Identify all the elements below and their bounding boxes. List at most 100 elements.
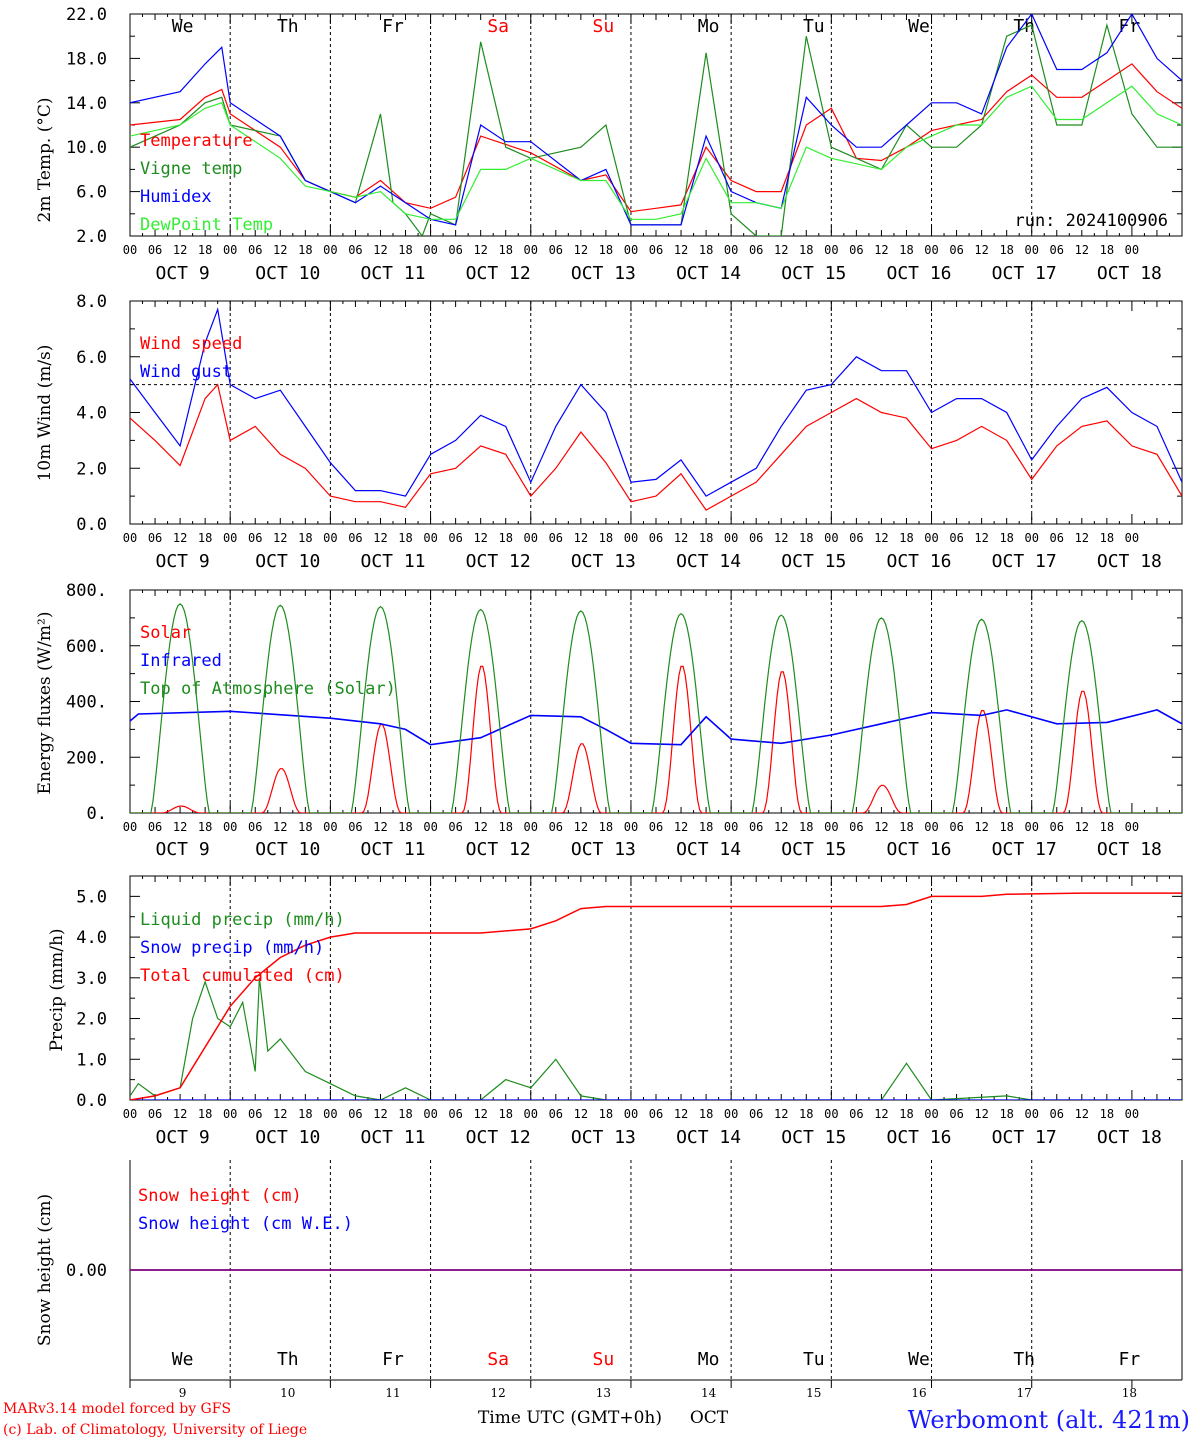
- date-label: OCT 10: [255, 263, 320, 284]
- date-label: OCT 15: [781, 551, 846, 572]
- y-tick-label: 800.: [66, 581, 107, 601]
- hour-tick-label: 12: [273, 531, 287, 545]
- date-label: OCT 11: [360, 263, 425, 284]
- hour-tick-label: 18: [599, 1107, 613, 1121]
- footer-copyright: (c) Lab. of Climatology, University of L…: [3, 1422, 307, 1438]
- run-annotation: run: 2024100906: [1014, 211, 1168, 231]
- hour-tick-label: 06: [549, 820, 563, 834]
- day-number-label: 17: [1017, 1386, 1032, 1400]
- hour-tick-label: 18: [398, 243, 412, 257]
- hour-tick-label: 00: [824, 820, 838, 834]
- hour-tick-label: 18: [1100, 820, 1114, 834]
- hour-tick-label: 18: [498, 820, 512, 834]
- legend-total-cumulated: Total cumulated (cm): [140, 966, 345, 986]
- hour-tick-label: 00: [323, 820, 337, 834]
- hour-tick-label: 12: [674, 243, 688, 257]
- legend-wind-speed: Wind speed: [140, 334, 242, 354]
- y-tick-label: 0.00: [66, 1261, 107, 1281]
- hour-tick-label: 18: [799, 531, 813, 545]
- hour-tick-label: 12: [1075, 820, 1089, 834]
- hour-tick-label: 12: [674, 820, 688, 834]
- hour-tick-label: 06: [749, 243, 763, 257]
- hour-tick-label: 06: [1050, 243, 1064, 257]
- hour-tick-label: 18: [999, 531, 1013, 545]
- day-number-label: 14: [701, 1386, 717, 1400]
- hour-tick-label: 18: [398, 1107, 412, 1121]
- y-tick-label: 4.0: [76, 404, 107, 424]
- hour-tick-label: 00: [624, 1107, 638, 1121]
- ylabel-precip: Precip (mm/h): [47, 928, 67, 1051]
- hour-tick-label: 00: [924, 531, 938, 545]
- weekday-label: We: [908, 16, 930, 37]
- series-line-liquid-precip-mm-h-: [130, 977, 1182, 1100]
- hour-tick-label: 12: [473, 531, 487, 545]
- legend-toa: Top of Atmosphere (Solar): [140, 679, 396, 699]
- hour-tick-label: 06: [949, 1107, 963, 1121]
- y-tick-label: 2.0: [76, 459, 107, 479]
- hour-tick-label: 06: [549, 1107, 563, 1121]
- series-line-temperature: [130, 63, 1182, 213]
- hour-tick-label: 00: [524, 1107, 538, 1121]
- weekday-label: Mo: [698, 1349, 720, 1370]
- hour-tick-label: 12: [674, 1107, 688, 1121]
- date-label: OCT 14: [676, 263, 741, 284]
- date-label: OCT 15: [781, 1127, 846, 1148]
- y-tick-label: 14.0: [66, 94, 107, 114]
- series-line-humidex: [130, 14, 1182, 226]
- y-tick-label: 8.0: [76, 292, 107, 312]
- plot-frame: [129, 13, 1183, 237]
- hour-tick-label: 18: [498, 531, 512, 545]
- day-number-label: 18: [1122, 1386, 1137, 1400]
- weekday-label: Th: [277, 16, 299, 37]
- hour-tick-label: 00: [323, 531, 337, 545]
- date-label: OCT 16: [886, 263, 951, 284]
- hour-tick-label: 00: [924, 1107, 938, 1121]
- hour-tick-label: 18: [699, 1107, 713, 1121]
- series-line-infrared: [130, 709, 1182, 746]
- hour-tick-label: 12: [273, 243, 287, 257]
- date-label: OCT 16: [886, 1127, 951, 1148]
- hour-tick-label: 18: [799, 243, 813, 257]
- legend-snow-height-we: Snow height (cm W.E.): [138, 1214, 353, 1234]
- date-label: OCT 9: [156, 551, 210, 572]
- hour-tick-label: 12: [774, 531, 788, 545]
- date-label: OCT 17: [992, 263, 1057, 284]
- date-label: OCT 11: [360, 551, 425, 572]
- hour-tick-label: 06: [949, 531, 963, 545]
- legend-wind-gust: Wind gust: [140, 362, 232, 382]
- hour-tick-label: 12: [473, 243, 487, 257]
- hour-tick-label: 06: [749, 531, 763, 545]
- hour-tick-label: 12: [173, 531, 187, 545]
- day-number-label: 11: [385, 1386, 400, 1400]
- hour-tick-label: 12: [574, 1107, 588, 1121]
- legend-dewpoint: DewPoint Temp: [140, 215, 273, 235]
- date-label: OCT 17: [992, 1127, 1057, 1148]
- legend-snow-height: Snow height (cm): [138, 1186, 302, 1206]
- ylabel-energy: Energy fluxes (W/m²): [35, 612, 55, 795]
- date-label: OCT 16: [886, 839, 951, 860]
- hour-tick-label: 00: [724, 531, 738, 545]
- hour-tick-label: 06: [749, 820, 763, 834]
- hour-tick-label: 12: [373, 1107, 387, 1121]
- hour-tick-label: 18: [999, 1107, 1013, 1121]
- date-label: OCT 14: [676, 551, 741, 572]
- weekday-label: Sa: [487, 1349, 509, 1370]
- hour-tick-label: 12: [574, 243, 588, 257]
- date-label: OCT 9: [156, 1127, 210, 1148]
- hour-tick-label: 00: [223, 1107, 237, 1121]
- hour-tick-label: 00: [624, 820, 638, 834]
- hour-tick-label: 12: [974, 1107, 988, 1121]
- date-label: OCT 13: [571, 551, 636, 572]
- date-label: OCT 12: [466, 1127, 531, 1148]
- series-line-total-cumulated-cm-: [130, 892, 1182, 1100]
- hour-tick-label: 00: [223, 820, 237, 834]
- date-label: OCT 9: [156, 263, 210, 284]
- hour-tick-label: 06: [248, 243, 262, 257]
- hour-tick-label: 12: [473, 1107, 487, 1121]
- hour-tick-label: 18: [198, 820, 212, 834]
- hour-tick-label: 18: [999, 820, 1013, 834]
- legend-temperature: Temperature: [140, 131, 253, 151]
- weekday-label: We: [908, 1349, 930, 1370]
- hour-tick-label: 06: [849, 531, 863, 545]
- hour-tick-label: 18: [198, 243, 212, 257]
